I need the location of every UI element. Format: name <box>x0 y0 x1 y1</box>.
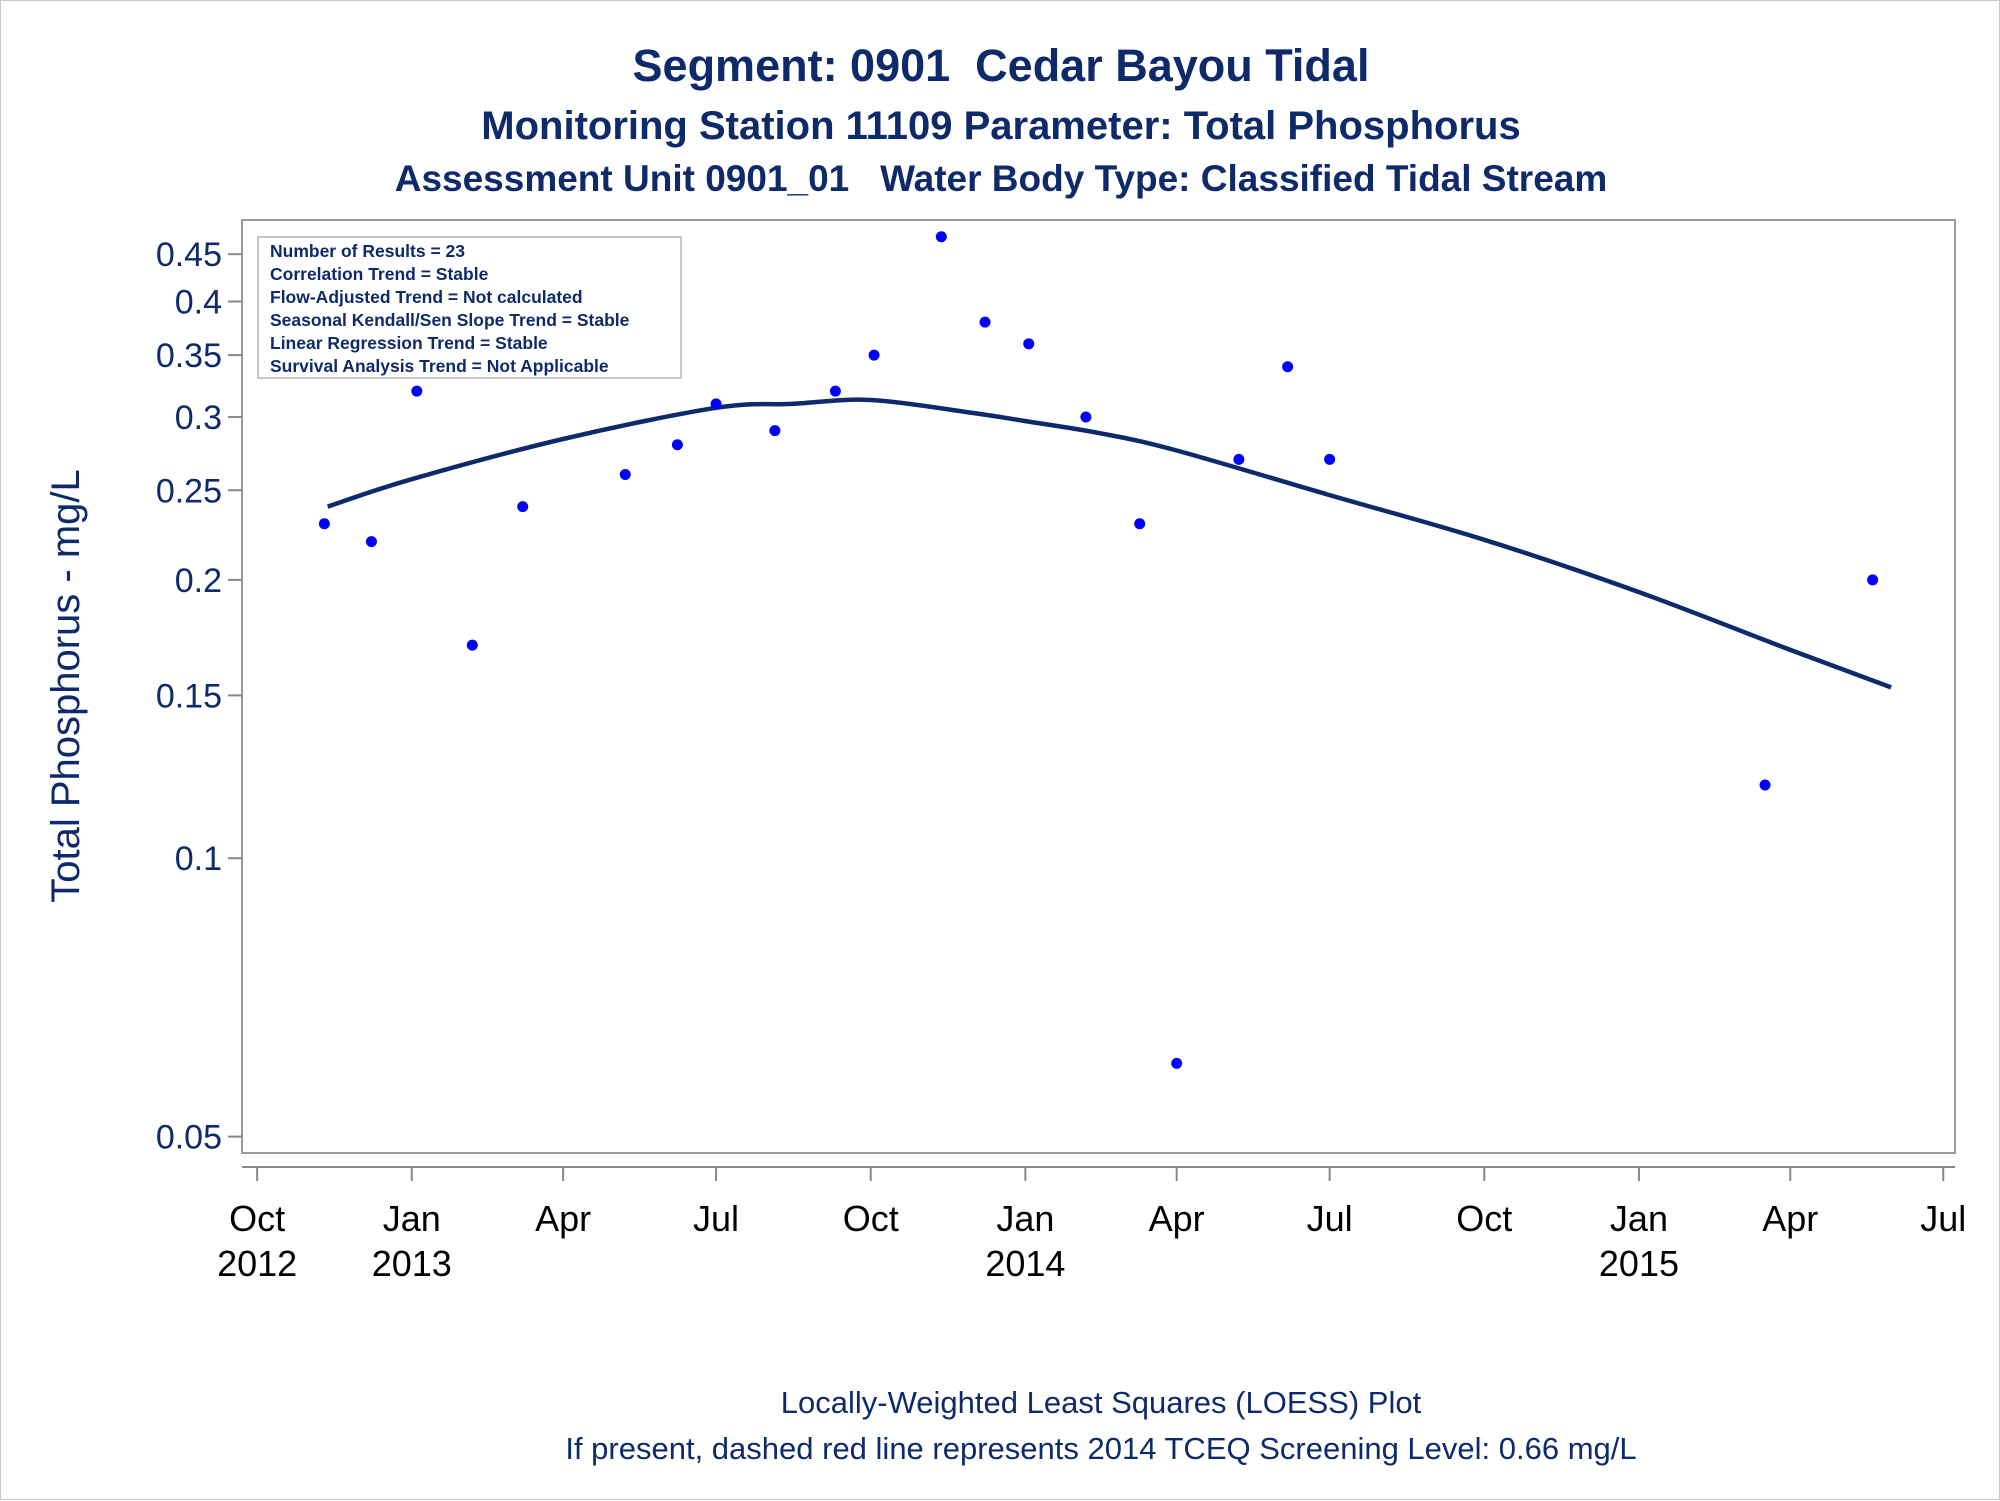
plot-area-border <box>241 219 1956 1154</box>
chart-title: Segment: 0901 Cedar Bayou Tidal <box>633 40 1370 91</box>
x-tick-label: Jan <box>996 1198 1054 1239</box>
footnote-screening-level: If present, dashed red line represents 2… <box>565 1431 1636 1466</box>
data-point <box>1080 411 1092 423</box>
data-point <box>1324 453 1336 465</box>
scatter-layer <box>318 231 1879 1069</box>
data-point <box>710 398 722 410</box>
x-tick-label: Jan <box>383 1198 441 1239</box>
data-point <box>935 231 947 243</box>
y-tick-label: 0.4 <box>175 284 222 322</box>
data-point <box>318 518 330 530</box>
inset-line: Correlation Trend = Stable <box>270 264 489 284</box>
x-tick-label: Jul <box>1920 1198 1966 1239</box>
y-tick-label: 0.25 <box>156 472 222 510</box>
data-point <box>619 469 631 481</box>
data-point <box>1282 361 1294 373</box>
data-point <box>517 501 529 513</box>
data-point <box>829 385 841 397</box>
x-tick-label: Apr <box>1149 1198 1205 1239</box>
inset-line: Flow-Adjusted Trend = Not calculated <box>270 287 583 307</box>
data-point <box>365 536 377 548</box>
loess-layer <box>327 397 1892 690</box>
x-tick-label: Oct <box>843 1198 899 1239</box>
stats-inset: Number of Results = 23 Correlation Trend… <box>257 236 682 379</box>
x-tick-year-label: 2014 <box>985 1243 1065 1284</box>
data-point <box>1023 338 1035 350</box>
footnote-loess: Locally-Weighted Least Squares (LOESS) P… <box>781 1385 1422 1420</box>
inset-line: Linear Regression Trend = Stable <box>270 333 548 353</box>
y-axis-label: Total Phosphorus - mg/L <box>44 469 88 903</box>
data-point <box>868 349 880 361</box>
x-tick-label: Jul <box>1307 1198 1353 1239</box>
y-tick-label: 0.3 <box>175 399 222 437</box>
x-tick-year-label: 2015 <box>1599 1243 1679 1284</box>
chart-subtitle-station: Monitoring Station 11109 Parameter: Tota… <box>481 104 1520 148</box>
x-tick-label: Oct <box>1456 1198 1512 1239</box>
data-point <box>1134 518 1146 530</box>
x-tick-label: Oct <box>229 1198 285 1239</box>
data-point <box>466 639 478 651</box>
y-axis: 0.05 0.1 0.15 0.2 0.25 0.3 0.35 0.4 0.45 <box>156 236 242 1157</box>
inset-line: Number of Results = 23 <box>270 241 465 261</box>
data-point <box>1171 1057 1183 1069</box>
y-tick-label: 0.15 <box>156 677 222 715</box>
x-tick-label: Apr <box>1762 1198 1818 1239</box>
x-tick-label: Jan <box>1610 1198 1668 1239</box>
data-point <box>1867 574 1879 586</box>
data-point <box>411 385 423 397</box>
y-tick-label: 0.1 <box>175 840 222 878</box>
data-point <box>1233 453 1245 465</box>
y-tick-label: 0.35 <box>156 337 222 375</box>
x-tick-year-label: 2012 <box>217 1243 297 1284</box>
y-tick-label: 0.05 <box>156 1119 222 1157</box>
data-point <box>979 316 991 328</box>
x-tick-label: Apr <box>535 1198 591 1239</box>
x-tick-label: Jul <box>693 1198 739 1239</box>
x-tick-year-label: 2013 <box>372 1243 452 1284</box>
inset-line: Survival Analysis Trend = Not Applicable <box>270 356 609 376</box>
data-point <box>671 439 683 451</box>
loess-curve <box>327 397 1892 690</box>
y-tick-label: 0.45 <box>156 236 222 274</box>
chart-subtitle-assessment: Assessment Unit 0901_01 Water Body Type:… <box>395 158 1608 199</box>
data-point <box>1759 779 1771 791</box>
y-tick-label: 0.2 <box>175 562 222 600</box>
stats-inset-box <box>257 236 682 379</box>
data-point <box>769 425 781 437</box>
inset-line: Seasonal Kendall/Sen Slope Trend = Stabl… <box>270 310 630 330</box>
